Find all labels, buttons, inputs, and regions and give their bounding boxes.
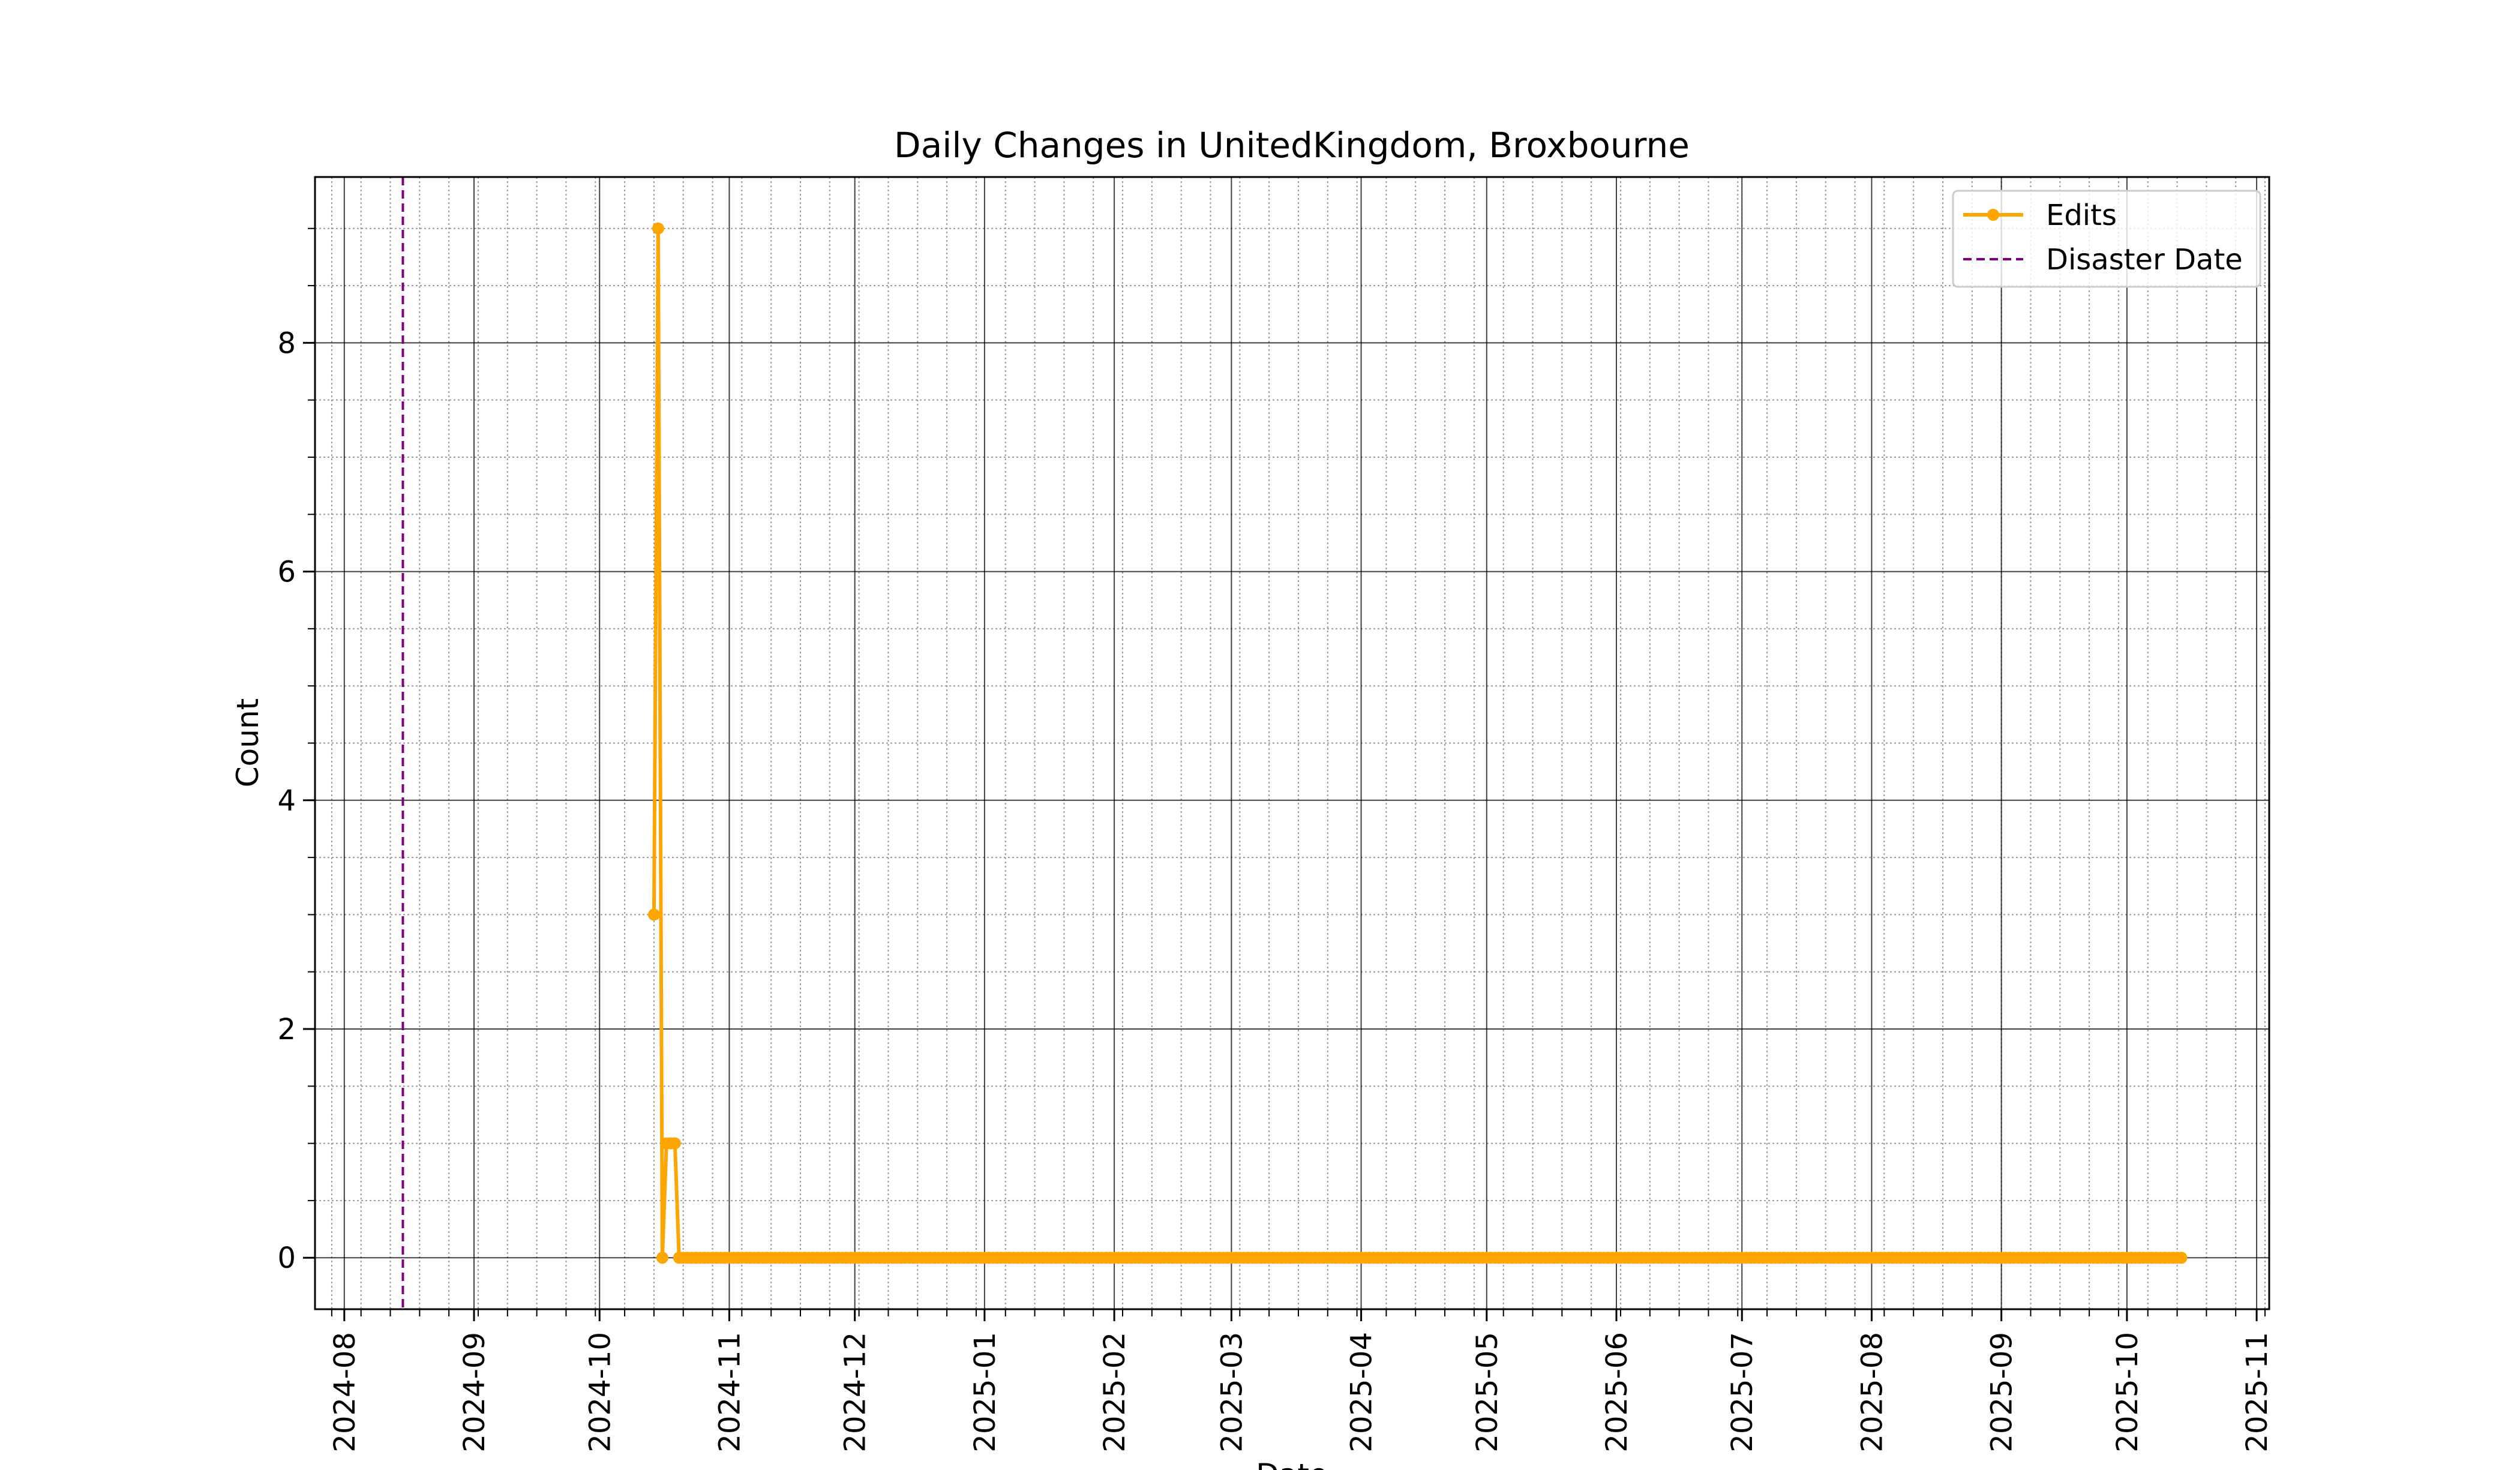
chart-title: Daily Changes in UnitedKingdom, Broxbour… [894,125,1690,166]
y-axis: 0 2 4 6 8 [277,227,315,1275]
x-tick-label: 2025-06 [1600,1332,1634,1453]
major-grid [315,177,2269,1309]
x-tick-label: 2025-10 [2111,1332,2144,1453]
y-tick-label: 8 [277,326,296,360]
x-tick-label: 2025-02 [1098,1332,1132,1453]
edits-point [647,908,660,921]
edits-point [656,1252,668,1264]
edits-point [668,1137,681,1150]
edits-point [2175,1252,2188,1264]
legend-edits-marker [1987,209,1999,221]
y-tick-label: 2 [277,1013,296,1046]
y-tick-label: 0 [277,1241,296,1275]
x-axis: 2024-08 2024-09 2024-10 2024-11 2024-12 2025-… [328,1309,2274,1453]
x-tick-label: 2025-03 [1215,1332,1249,1453]
legend-edits-label: Edits [2046,199,2117,232]
legend-disaster-label: Disaster Date [2046,243,2243,277]
edits-series-layer [647,222,2188,1264]
x-tick-label: 2025-04 [1345,1332,1379,1453]
x-tick-label: 2024-10 [583,1332,617,1453]
y-tick-label: 4 [277,784,296,818]
y-axis-label: Count [230,698,265,788]
x-tick-label: 2025-07 [1726,1332,1759,1453]
legend-box [1952,190,2261,288]
x-tick-label: 2025-11 [2240,1332,2274,1453]
x-tick-label: 2024-09 [458,1332,491,1453]
legend: Edits Disaster Date [1952,190,2261,288]
x-tick-label: 2025-08 [1855,1332,1889,1453]
x-tick-label: 2024-11 [713,1332,746,1453]
x-tick-label: 2025-01 [968,1332,1002,1453]
x-tick-label: 2025-05 [1471,1332,1504,1453]
x-tick-label: 2024-12 [839,1332,872,1453]
edits-point [652,222,664,235]
y-tick-label: 6 [277,556,296,589]
x-axis-label: Date [1256,1457,1328,1470]
x-tick-label: 2024-08 [328,1332,362,1453]
x-tick-label: 2025-09 [1985,1332,2019,1453]
